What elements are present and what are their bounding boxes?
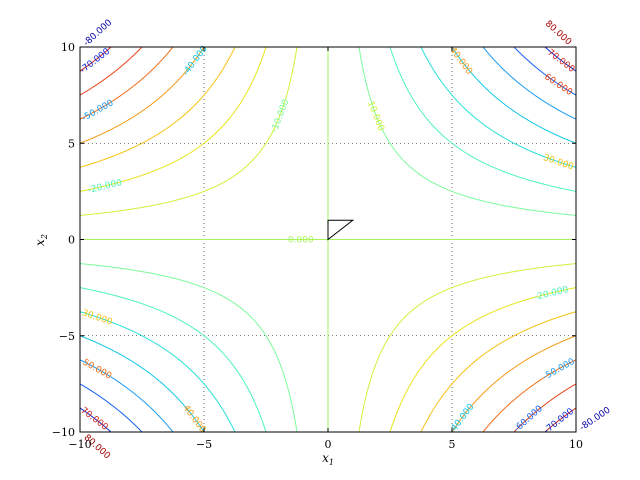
contour-level-13-branch-0	[80, 47, 174, 120]
x-tick-label-1: −5	[196, 438, 212, 451]
contour-level-15-branch-0	[80, 47, 112, 72]
contour-label-23: -80.000	[578, 405, 613, 433]
x-axis-label: x1	[322, 451, 334, 467]
ticks: −10 −5 0 5 10 −10 −5 0 5 10	[52, 41, 583, 451]
contour-level-14-branch-1	[513, 383, 576, 432]
marker-wedge	[327, 219, 355, 241]
contour-level-15-branch-1	[544, 407, 576, 432]
contour-level-6-branch-0	[389, 47, 576, 192]
y-tick-label-2: 0	[68, 234, 75, 247]
contour-level-14-branch-0	[80, 47, 143, 96]
contour-level-4-branch-0	[451, 47, 576, 144]
contour-level-11-branch-0	[80, 47, 236, 168]
contour-level-10-branch-1	[389, 287, 576, 432]
contour-lines	[80, 47, 576, 432]
contour-label-0: -80.000	[82, 18, 115, 49]
x-tick-label-0: −10	[68, 438, 91, 451]
contour-level-1-branch-0	[544, 47, 576, 72]
x-tick-label-2: 0	[325, 438, 332, 451]
x-tick-label-4: 10	[569, 438, 583, 451]
y-tick-label-4: 10	[61, 41, 75, 54]
contour-level-3-branch-0	[482, 47, 576, 120]
contour-level-5-branch-1	[80, 311, 236, 432]
contour-level-2-branch-0	[513, 47, 576, 96]
x-tick-label-3: 5	[449, 438, 456, 451]
y-axis-label: x2	[33, 234, 49, 246]
y-tick-label-3: 5	[68, 137, 75, 150]
contour-level-9-branch-0	[80, 47, 298, 216]
contour-level-7-branch-1	[80, 263, 298, 432]
y-tick-label-1: −5	[59, 330, 75, 343]
y-tick-label-0: −10	[52, 426, 75, 439]
contour-label-7: 80.000	[543, 19, 573, 48]
contour-level-11-branch-1	[420, 311, 576, 432]
contour-level-12-branch-0	[80, 47, 205, 144]
contour-level-6-branch-1	[80, 287, 267, 432]
marker	[327, 219, 355, 241]
contour-level-7-branch-0	[358, 47, 576, 216]
contour-level-2-branch-1	[80, 383, 143, 432]
contour-level-1-branch-1	[80, 407, 112, 432]
contour-level-5-branch-0	[420, 47, 576, 168]
contour-level-10-branch-0	[80, 47, 267, 192]
contour-label-6: 0.000	[288, 236, 314, 246]
contour-level-12-branch-1	[451, 335, 576, 432]
contour-level-9-branch-1	[358, 263, 576, 432]
contour-level-3-branch-1	[80, 359, 174, 432]
contour-level-4-branch-1	[80, 335, 205, 432]
contour-level-13-branch-1	[482, 359, 576, 432]
